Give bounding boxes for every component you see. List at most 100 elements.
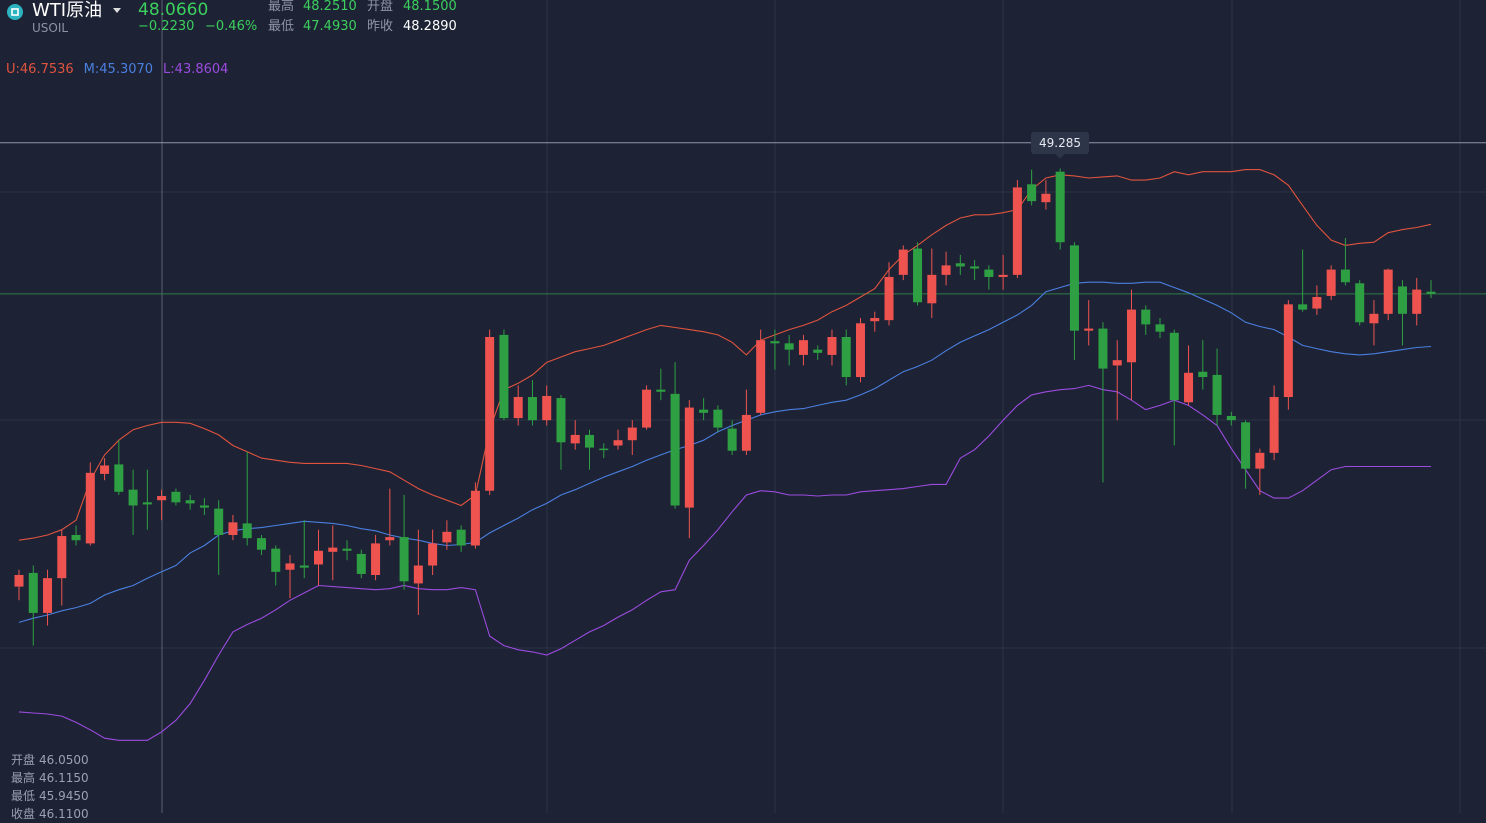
dropdown-caret[interactable] — [113, 8, 121, 13]
candle-body — [1126, 309, 1136, 363]
stat-label: 开盘 — [367, 0, 394, 14]
candle-body — [371, 543, 381, 575]
candle-body — [1383, 269, 1393, 314]
candle-body — [855, 323, 865, 378]
candle-body — [1198, 371, 1208, 378]
candle-body — [1012, 187, 1022, 275]
change-percent: −0.46% — [205, 19, 258, 34]
candle-body — [271, 548, 281, 572]
crosshair-price-label: 49.285 — [1031, 131, 1089, 154]
candle-body — [1412, 289, 1422, 314]
candle-body — [898, 249, 908, 275]
candle-body — [157, 496, 167, 501]
candle-body — [713, 409, 723, 428]
ohlc-label: 收盘 — [11, 807, 36, 821]
stat-value: 47.4930 — [303, 19, 357, 34]
candle-body — [884, 276, 894, 321]
symbol-icon — [7, 4, 23, 20]
candle-body — [1226, 415, 1236, 421]
candle-body — [499, 334, 509, 419]
candle-body — [1312, 296, 1322, 309]
candle-body — [399, 537, 409, 582]
candle-body — [228, 522, 238, 535]
ohlc-row: 最低 45.9450 — [11, 787, 89, 805]
candle-body — [627, 427, 637, 441]
band-readout-value: 43.8604 — [174, 62, 229, 77]
candle-body — [485, 336, 495, 491]
ohlc-label: 开盘 — [11, 753, 36, 767]
crosshair-label-pointer — [1055, 153, 1065, 159]
candle-body — [984, 269, 994, 277]
candle-body — [1283, 304, 1293, 398]
candle-body — [28, 572, 38, 613]
candle-body — [542, 395, 552, 421]
band-readout-name: U: — [6, 62, 20, 77]
stat-value: 48.2510 — [303, 0, 357, 14]
candle-body — [613, 440, 623, 446]
stat-label: 最低 — [268, 19, 295, 34]
candle-body — [413, 565, 423, 584]
candle-body — [256, 538, 266, 550]
candle-body — [841, 336, 851, 378]
candle-body — [299, 565, 309, 568]
symbol-code: USOIL — [32, 21, 69, 35]
candle-body — [1269, 397, 1279, 453]
ohlc-label: 最低 — [11, 789, 36, 803]
band-readout-item: L:43.8604 — [163, 62, 228, 77]
ohlc-value: 46.1150 — [39, 771, 89, 785]
candle-body — [1298, 304, 1308, 310]
candle-body — [998, 274, 1008, 277]
candle-body — [199, 505, 209, 508]
candle-body — [941, 265, 951, 275]
candle-body — [14, 574, 24, 587]
candle-body — [1155, 324, 1165, 332]
candle-body — [556, 398, 566, 443]
candle-body — [770, 341, 780, 344]
candle-body — [699, 409, 709, 413]
bollinger-band — [18, 384, 1431, 741]
candle-body — [1241, 422, 1251, 469]
stat-label: 昨收 — [367, 19, 394, 34]
candle-body — [684, 407, 694, 508]
candle-body — [1055, 171, 1065, 243]
candle-body — [1326, 269, 1336, 296]
candle-body — [214, 508, 224, 535]
ohlc-value: 45.9450 — [39, 789, 89, 803]
candle-body — [428, 543, 438, 566]
ohlc-row: 最高 46.1150 — [11, 769, 89, 787]
candle-body — [171, 491, 181, 503]
candle-body — [100, 465, 110, 474]
candle-body — [1426, 291, 1436, 294]
candle-body — [813, 349, 823, 353]
candle-body — [442, 531, 452, 543]
candle-body — [285, 563, 295, 570]
candle-body — [71, 534, 81, 541]
stat-value: 48.2890 — [403, 19, 457, 34]
candle-body — [328, 547, 338, 552]
candle-body — [1212, 374, 1222, 415]
candle-body — [756, 340, 766, 413]
candle-body — [57, 536, 67, 579]
candle-body — [85, 472, 95, 544]
candle-body — [670, 393, 680, 506]
candle-body — [470, 490, 480, 546]
candle-body — [385, 537, 395, 541]
bollinger-band — [18, 169, 1432, 541]
candle-body — [513, 397, 523, 419]
candle-body — [43, 578, 53, 613]
stat-label: 最高 — [268, 0, 295, 14]
candle-body — [870, 318, 880, 322]
band-readout: U:46.7536 M:45.3070 L:43.8604 — [6, 62, 238, 78]
candle-body — [1184, 372, 1194, 403]
candle-body — [927, 274, 937, 304]
candle-body — [128, 489, 138, 506]
candle-body — [913, 248, 923, 303]
candle-body — [955, 263, 965, 267]
symbol-name[interactable]: WTI原油 — [32, 0, 103, 21]
ohlc-row: 开盘 46.0500 — [11, 751, 89, 769]
candle-body — [798, 340, 808, 355]
candle-body — [1084, 328, 1094, 331]
candle-body — [527, 397, 537, 421]
